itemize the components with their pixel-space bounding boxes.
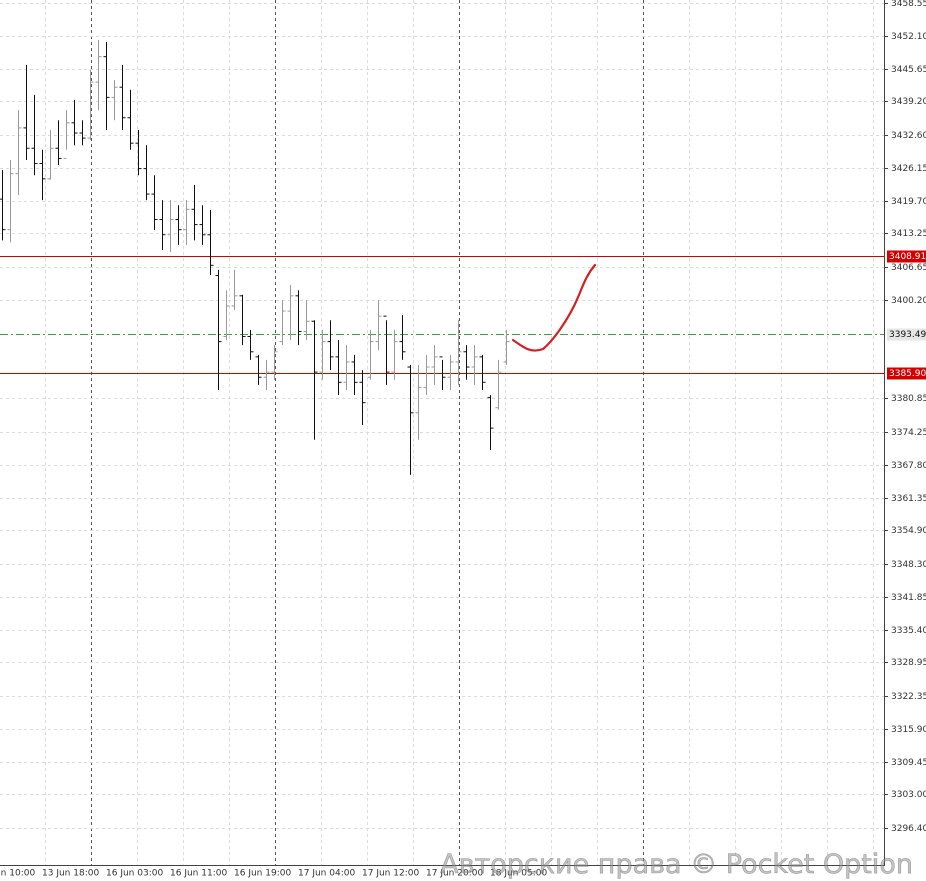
y-tick-label: 3419.70 xyxy=(891,197,926,207)
plot xyxy=(0,39,884,475)
x-tick-label: 17 Jun 20:00 xyxy=(426,869,483,879)
y-tick-label: 3445.65 xyxy=(891,65,926,75)
x-tick-label: 16 Jun 11:00 xyxy=(170,869,227,879)
level-label: 3408.91 xyxy=(889,252,926,262)
y-tick-label: 3380.85 xyxy=(891,394,926,404)
y-tick-label: 3296.40 xyxy=(891,824,926,834)
level-label: 3393.49 xyxy=(889,330,926,340)
forecast-curve xyxy=(511,263,597,352)
x-tick-label: 16 Jun 19:00 xyxy=(234,869,291,879)
y-tick-label: 3439.20 xyxy=(891,97,926,107)
y-tick-label: 3335.40 xyxy=(891,626,926,636)
x-tick-label: 17 Jun 12:00 xyxy=(362,869,419,879)
y-tick-label: 3322.35 xyxy=(891,692,926,702)
y-tick-label: 3413.25 xyxy=(891,229,926,239)
y-tick-label: 3354.90 xyxy=(891,526,926,536)
y-tick-label: 3400.20 xyxy=(891,296,926,306)
y-tick-label: 3303.00 xyxy=(891,790,926,800)
level-box xyxy=(887,328,926,341)
y-tick-label: 3367.80 xyxy=(891,461,926,471)
x-tick-label: 13 Jun 18:00 xyxy=(42,869,99,879)
y-tick-label: 3374.25 xyxy=(891,428,926,438)
y-tick-label: 3426.15 xyxy=(891,164,926,174)
x-tick-label: 17 Jun 04:00 xyxy=(298,869,355,879)
watermark: Авторские права © Pocket Option xyxy=(440,849,913,880)
vertical-grid xyxy=(0,0,884,865)
y-tick-label: 3309.45 xyxy=(891,758,926,768)
y-tick-label: 3452.10 xyxy=(891,32,926,42)
level-box xyxy=(887,250,926,263)
level-box xyxy=(887,367,926,380)
x-tick-label: 16 Jun 03:00 xyxy=(106,869,163,879)
y-tick-label: 3361.35 xyxy=(891,494,926,504)
x-tick-label: 18 Jun 05:00 xyxy=(490,869,547,879)
level-label: 3385.90 xyxy=(889,369,926,379)
x-tick-label: 13 Jun 10:00 xyxy=(0,869,35,879)
y-tick-label: 3458.55 xyxy=(891,0,926,9)
y-tick-label: 3432.60 xyxy=(891,131,926,141)
y-tick-label: 3406.65 xyxy=(891,263,926,273)
y-tick-label: 3315.90 xyxy=(891,725,926,735)
y-tick-label: 3341.85 xyxy=(891,593,926,603)
y-tick-label: 3328.95 xyxy=(891,658,926,668)
y-tick-label: 3348.30 xyxy=(891,560,926,570)
